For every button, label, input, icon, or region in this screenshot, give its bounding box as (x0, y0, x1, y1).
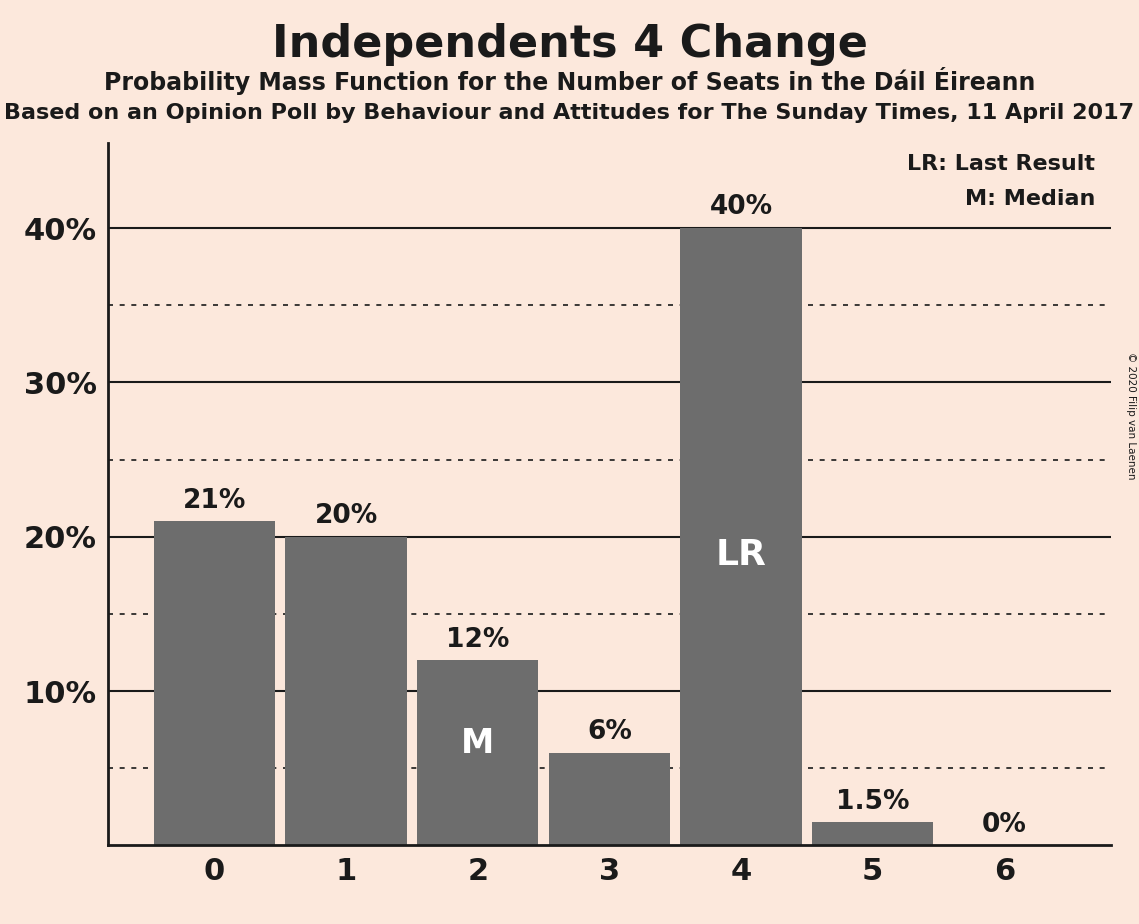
Text: LR: LR (715, 539, 767, 572)
Bar (417, 661, 539, 845)
Text: 40%: 40% (710, 194, 772, 221)
Text: 20%: 20% (314, 503, 378, 529)
Bar (286, 537, 407, 845)
Text: 6%: 6% (587, 719, 632, 745)
Text: 0%: 0% (982, 812, 1027, 838)
Bar (154, 521, 274, 845)
Text: M: Median: M: Median (965, 188, 1096, 209)
Bar (680, 228, 802, 845)
Text: M: M (461, 727, 494, 760)
Text: 21%: 21% (182, 488, 246, 514)
Bar (549, 753, 670, 845)
Text: 12%: 12% (446, 626, 509, 652)
Bar (812, 822, 933, 845)
Text: 1.5%: 1.5% (836, 788, 909, 815)
Text: Independents 4 Change: Independents 4 Change (271, 23, 868, 67)
Text: © 2020 Filip van Laenen: © 2020 Filip van Laenen (1126, 352, 1136, 480)
Text: LR: Last Result: LR: Last Result (908, 153, 1096, 174)
Text: Based on an Opinion Poll by Behaviour and Attitudes for The Sunday Times, 11 Apr: Based on an Opinion Poll by Behaviour an… (5, 103, 1134, 124)
Text: Probability Mass Function for the Number of Seats in the Dáil Éireann: Probability Mass Function for the Number… (104, 67, 1035, 94)
